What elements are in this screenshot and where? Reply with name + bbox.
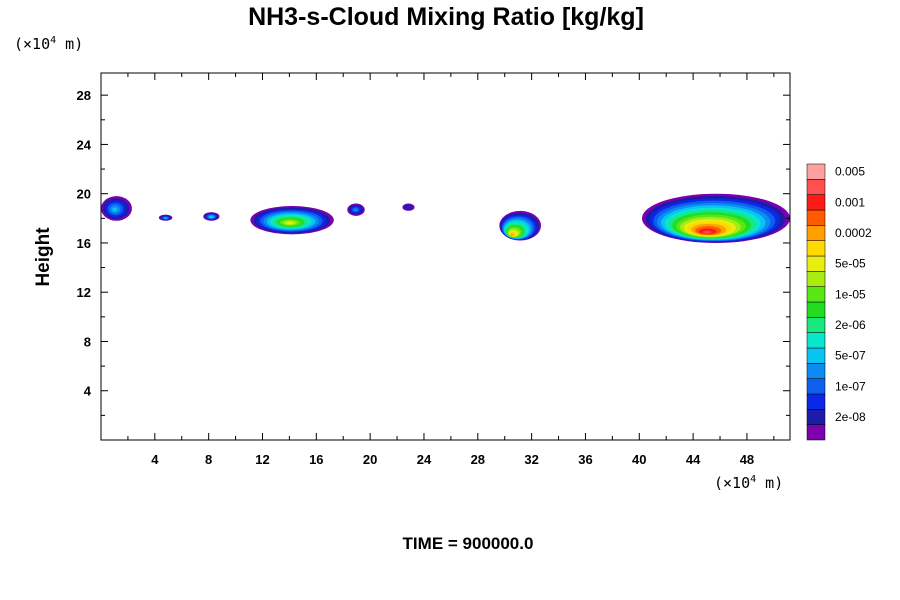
x-tick-label: 48 [740, 452, 754, 467]
cloud-patch [347, 203, 365, 216]
colorbar-swatch [806, 393, 826, 410]
colorbar-swatch [806, 179, 826, 195]
x-tick-label: 12 [255, 452, 269, 467]
colorbar-swatch [806, 271, 826, 287]
y-unit-exp: 4 [50, 35, 56, 46]
svg-text:(×104 m): (×104 m) [14, 35, 83, 53]
colorbar-label: 1e-05 [835, 287, 866, 301]
colorbar-label: 2e-08 [835, 410, 866, 424]
x-tick-label: 44 [686, 452, 701, 467]
cloud-patch [158, 214, 173, 221]
x-axis: 4 8 12 16 20 24 28 32 36 40 44 48 [127, 73, 775, 467]
y-tick-label: 28 [77, 88, 91, 103]
y-axis: 4 8 12 16 20 24 28 [77, 88, 790, 416]
x-tick-label: 28 [471, 452, 485, 467]
cloud-contour [702, 230, 712, 234]
x-tick-label: 16 [309, 452, 323, 467]
cloud-patch [101, 196, 132, 221]
y-unit-label: (×104 m) [14, 35, 83, 53]
colorbar-swatch [806, 301, 826, 318]
cloud-contour [286, 221, 294, 225]
cloud-fields [101, 193, 790, 243]
colorbar-swatch [806, 424, 826, 441]
y-unit-prefix: (×10 [14, 35, 50, 53]
plot-frame [100, 72, 791, 441]
cloud-contour [210, 216, 213, 218]
colorbar-swatch [806, 225, 826, 241]
colorbar-swatch [806, 332, 826, 349]
y-axis-label: Height [33, 227, 54, 287]
y-tick-label: 24 [77, 137, 92, 152]
cloud-patch [499, 210, 542, 241]
colorbar: 2e-08 1e-07 5e-07 2e-06 1e-05 5e-05 0.0002 0.00… [806, 163, 872, 441]
x-tick-label: 32 [524, 452, 538, 467]
colorbar-swatch [806, 255, 826, 272]
x-unit-exp: 4 [750, 474, 756, 485]
x-unit-suffix: m) [756, 474, 783, 492]
colorbar-swatch [806, 363, 826, 379]
cloud-patch [203, 212, 220, 221]
colorbar-swatch [806, 378, 826, 395]
cloud-patch [641, 193, 790, 243]
x-tick-label: 36 [578, 452, 592, 467]
x-tick-label: 4 [151, 452, 159, 467]
cloud-patch [402, 203, 415, 211]
colorbar-swatch [806, 409, 826, 425]
colorbar-label: 0.001 [835, 195, 865, 209]
time-label: TIME = 900000.0 [403, 534, 534, 553]
colorbar-swatch [806, 209, 826, 226]
cloud-contour [510, 233, 514, 236]
cloud-patch [250, 206, 334, 235]
y-tick-label: 4 [84, 384, 92, 399]
cloud-contour [353, 208, 358, 211]
colorbar-label: 5e-05 [835, 257, 866, 271]
cloud-contour [406, 206, 411, 209]
chart-title: NH3-s-Cloud Mixing Ratio [kg/kg] [248, 3, 644, 31]
colorbar-label: 2e-06 [835, 318, 866, 332]
colorbar-swatch [806, 286, 826, 303]
colorbar-swatch [806, 194, 826, 211]
y-unit-suffix: m) [56, 35, 83, 53]
x-tick-label: 8 [205, 452, 212, 467]
y-tick-label: 20 [77, 187, 91, 202]
y-tick-label: 16 [77, 236, 91, 251]
x-unit-prefix: (×10 [714, 474, 750, 492]
colorbar-label: 1e-07 [835, 379, 866, 393]
colorbar-swatch [806, 317, 826, 333]
cloud-contour [164, 217, 167, 220]
svg-text:(×104 m): (×104 m) [714, 474, 783, 492]
colorbar-swatch [806, 163, 826, 180]
colorbar-swatch [806, 347, 826, 364]
cloud-contour [112, 207, 118, 212]
colorbar-label: 5e-07 [835, 349, 866, 363]
x-unit-label: (×104 m) [714, 474, 783, 492]
y-tick-label: 12 [77, 285, 91, 300]
colorbar-label: 0.0002 [835, 226, 872, 240]
colorbar-label: 0.005 [835, 165, 865, 179]
x-tick-label: 40 [632, 452, 646, 467]
y-tick-label: 8 [84, 334, 91, 349]
colorbar-swatch [806, 240, 826, 257]
x-tick-label: 24 [417, 452, 432, 467]
x-tick-label: 20 [363, 452, 377, 467]
